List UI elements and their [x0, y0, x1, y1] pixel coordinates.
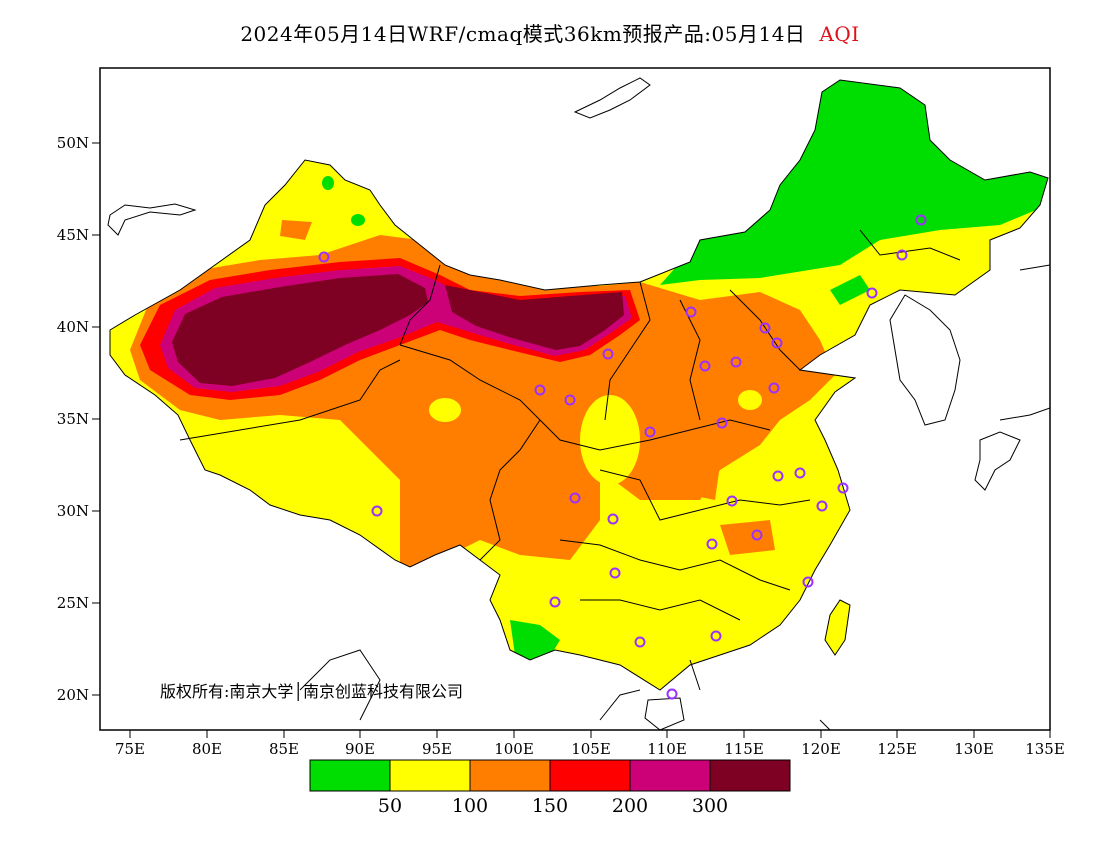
- city-marker: [794, 467, 806, 479]
- lon-label-115e: 115E: [724, 740, 764, 758]
- legend-swatch-3: [549, 759, 631, 792]
- lon-label-105e: 105E: [571, 740, 611, 758]
- city-marker: [644, 426, 656, 438]
- city-marker: [759, 322, 771, 334]
- city-marker: [685, 306, 697, 318]
- city-marker: [534, 384, 546, 396]
- lat-label-40n: 40N: [57, 318, 89, 336]
- city-marker: [318, 251, 330, 263]
- legend-swatch-5: [709, 759, 791, 792]
- title-main: 2024年05月14日WRF/cmaq模式36km预报产品:05月14日: [240, 22, 806, 46]
- boundaries: [107, 77, 1050, 730]
- lat-label-50n: 50N: [57, 134, 89, 152]
- legend-swatch-1: [389, 759, 471, 792]
- city-marker: [771, 337, 783, 349]
- city-markers: [318, 214, 927, 700]
- legend-label-100: 100: [452, 795, 488, 817]
- city-marker: [716, 417, 728, 429]
- title-product: AQI: [819, 22, 860, 46]
- legend-label-150: 150: [532, 795, 568, 817]
- city-marker: [609, 567, 621, 579]
- map-title: 2024年05月14日WRF/cmaq模式36km预报产品:05月14日 AQI: [0, 18, 1100, 47]
- lat-label-30n: 30N: [57, 502, 89, 520]
- city-marker: [634, 636, 646, 648]
- lon-label-80e: 80E: [192, 740, 222, 758]
- lon-axis: 75E 80E 85E 90E 95E 100E 105E 110E 115E …: [115, 730, 1065, 758]
- legend-label-200: 200: [612, 795, 648, 817]
- lat-axis: 20N 25N 30N 35N 40N 45N 50N: [57, 134, 100, 704]
- city-marker: [915, 214, 927, 226]
- lon-label-130e: 130E: [954, 740, 994, 758]
- city-marker: [816, 500, 828, 512]
- city-marker: [371, 505, 383, 517]
- lon-label-90e: 90E: [345, 740, 375, 758]
- city-marker: [569, 492, 581, 504]
- city-marker: [699, 360, 711, 372]
- city-marker: [896, 249, 908, 261]
- city-marker: [802, 576, 814, 588]
- city-marker: [666, 688, 678, 700]
- lat-label-45n: 45N: [57, 226, 89, 244]
- city-marker: [726, 495, 738, 507]
- city-marker: [607, 513, 619, 525]
- city-marker: [710, 630, 722, 642]
- lon-label-75e: 75E: [115, 740, 145, 758]
- city-marker: [837, 482, 849, 494]
- lon-label-85e: 85E: [269, 740, 299, 758]
- lat-label-35n: 35N: [57, 410, 89, 428]
- city-marker: [751, 529, 763, 541]
- lon-label-95e: 95E: [422, 740, 452, 758]
- copyright-text: 版权所有:南京大学│南京创蓝科技有限公司: [160, 681, 463, 701]
- city-marker: [768, 382, 780, 394]
- legend-swatch-2: [469, 759, 551, 792]
- legend-swatch-4: [629, 759, 711, 792]
- lon-label-110e: 110E: [647, 740, 687, 758]
- color-bar-legend: 50 100 150 200 300: [309, 759, 791, 817]
- legend-label-50: 50: [378, 795, 402, 817]
- lat-label-25n: 25N: [57, 594, 89, 612]
- city-marker: [866, 287, 878, 299]
- city-marker: [564, 394, 576, 406]
- city-marker: [772, 470, 784, 482]
- city-marker: [730, 356, 742, 368]
- city-marker: [602, 348, 614, 360]
- legend-swatch-0: [309, 759, 391, 792]
- lon-label-125e: 125E: [877, 740, 917, 758]
- city-marker: [549, 596, 561, 608]
- city-marker: [706, 538, 718, 550]
- lon-label-120e: 120E: [801, 740, 841, 758]
- lon-label-100e: 100E: [494, 740, 534, 758]
- lon-label-135e: 135E: [1025, 740, 1065, 758]
- lat-label-20n: 20N: [57, 686, 89, 704]
- legend-label-300: 300: [692, 795, 728, 817]
